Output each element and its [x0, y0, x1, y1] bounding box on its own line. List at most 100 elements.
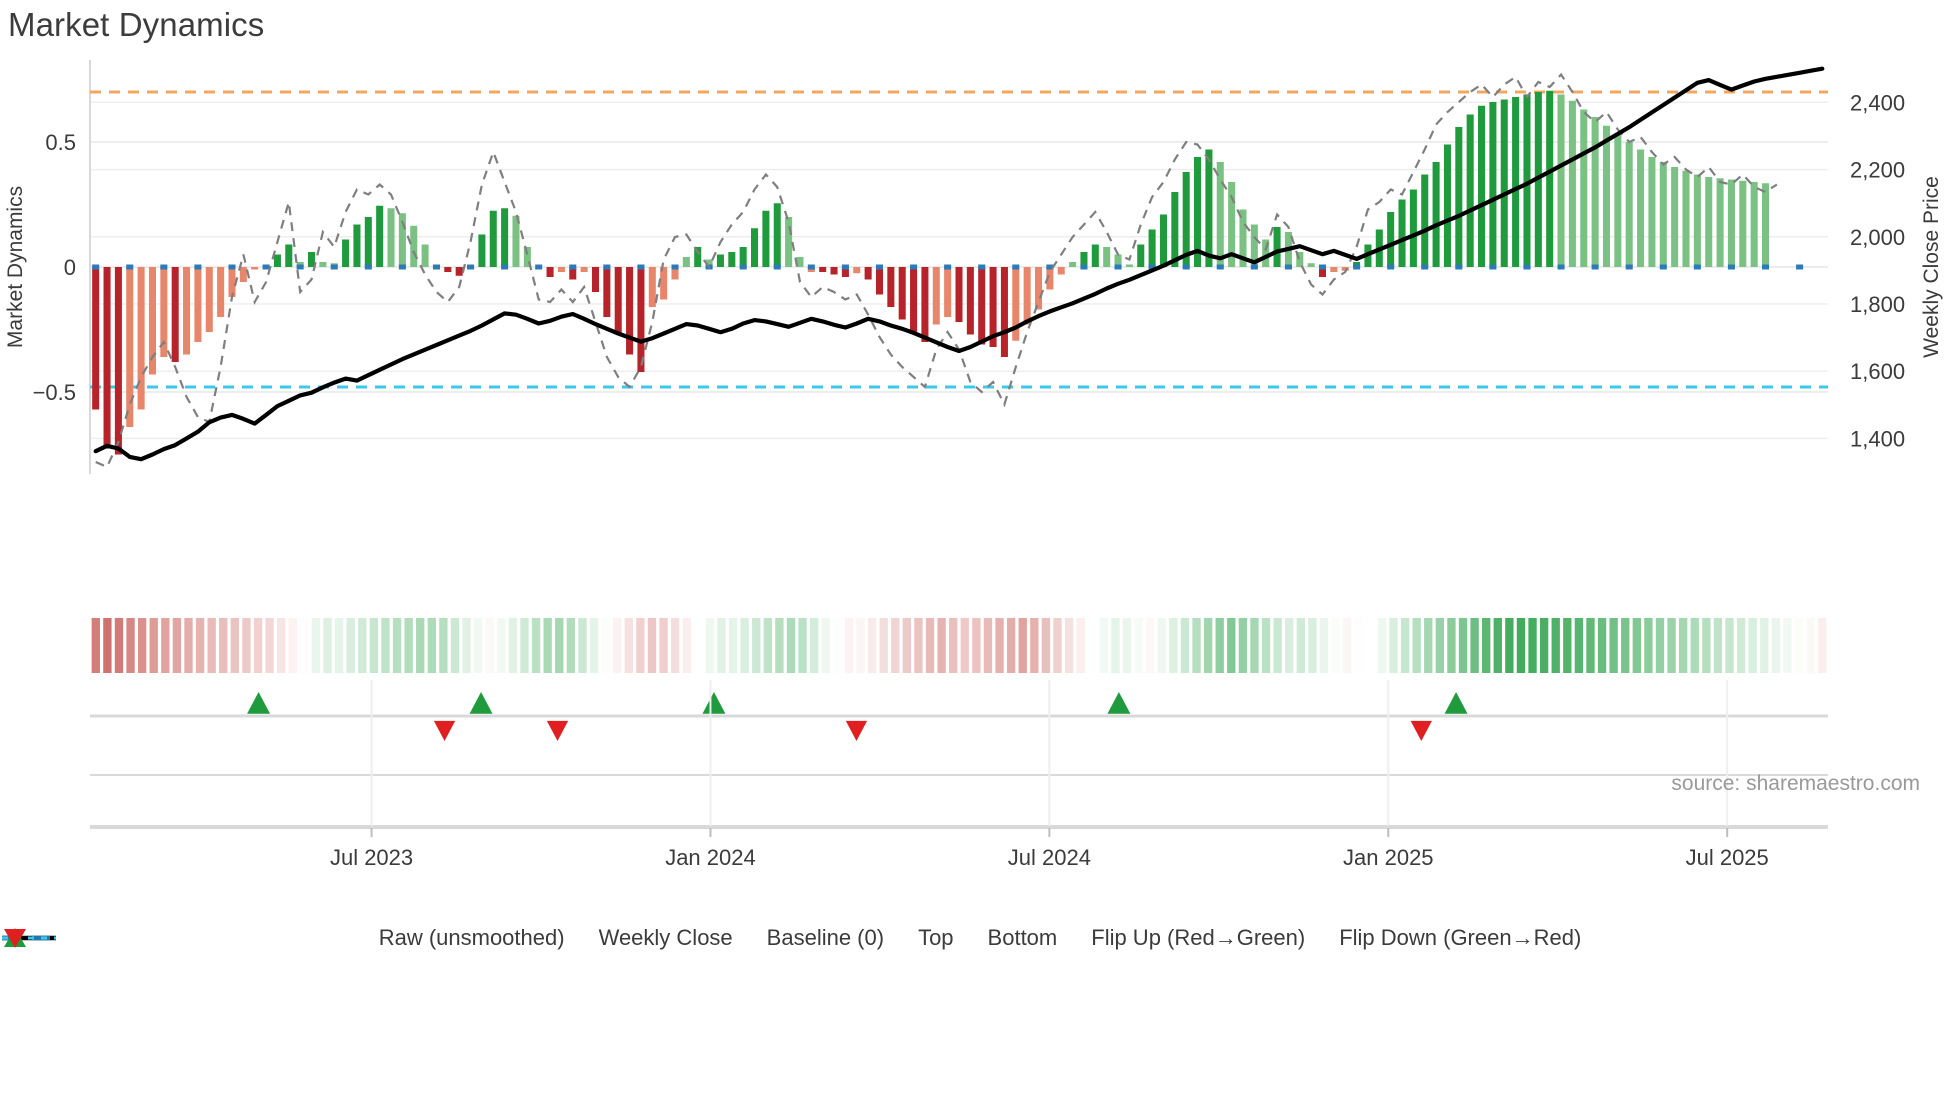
heatmap-cell	[1157, 618, 1166, 673]
market-dynamics-bar	[910, 267, 918, 332]
bar-series	[92, 90, 1770, 455]
market-dynamics-bar	[1387, 212, 1395, 267]
market-dynamics-bar	[796, 257, 804, 267]
heatmap-cell	[1296, 618, 1305, 673]
heatmap-cell	[473, 618, 483, 673]
legend-flip-up[interactable]: Flip Up (Red→Green)	[4, 925, 1322, 951]
heatmap-cell	[1180, 618, 1190, 673]
market-dynamics-bar	[217, 267, 225, 317]
heatmap-cell	[392, 618, 402, 673]
market-dynamics-bar	[853, 267, 861, 274]
heatmap-cell	[1551, 618, 1560, 673]
heatmap-cell	[879, 618, 888, 673]
heatmap-cell	[520, 618, 529, 673]
market-dynamics-bar	[501, 208, 509, 267]
heatmap-cell	[1447, 618, 1456, 673]
market-dynamics-bar	[1455, 127, 1463, 267]
market-dynamics-bar	[1239, 209, 1247, 267]
market-dynamics-bar	[580, 267, 588, 272]
market-dynamics-bar	[955, 267, 963, 322]
heatmap-cell	[1111, 618, 1120, 673]
legend-weekly-close[interactable]: Weekly Close	[2, 925, 750, 951]
left-axis-title: Market Dynamics	[4, 186, 27, 348]
heatmap-cell	[137, 618, 147, 673]
market-dynamics-bar	[171, 267, 179, 362]
heatmap-cell	[1030, 618, 1039, 673]
legend-flip-down[interactable]: Flip Down (Green→Red)	[4, 925, 1598, 951]
heatmap-cell	[1528, 618, 1537, 673]
market-dynamics-bar	[364, 217, 372, 267]
market-dynamics-bar	[228, 267, 236, 297]
legend-baseline[interactable]: Baseline (0)	[2, 925, 901, 951]
market-dynamics-bar	[1318, 267, 1327, 277]
heatmap-cell	[1505, 618, 1514, 673]
heatmap-cell	[149, 618, 158, 673]
source-attribution: source: sharemaestro.com	[1671, 772, 1920, 795]
heatmap-cell	[613, 618, 622, 673]
heatmap-cell	[705, 618, 715, 673]
heatmap-cell	[821, 618, 830, 673]
heatmap-cell	[914, 618, 923, 673]
market-dynamics-bar	[1194, 157, 1202, 267]
right-axis-tick: 1,800	[1850, 292, 1905, 317]
market-dynamics-bar	[183, 267, 191, 355]
heatmap-cell	[983, 618, 993, 673]
heatmap-cell	[114, 618, 124, 673]
legend-triangle-down-swatch	[4, 929, 26, 948]
market-dynamics-bar	[148, 267, 156, 375]
heatmap-cell	[1713, 618, 1723, 673]
heatmap-cell	[1760, 618, 1769, 673]
heatmap-cell	[1331, 618, 1340, 673]
heatmap-cell	[1482, 618, 1491, 673]
heatmap-cell	[578, 618, 587, 673]
flip-up-marker	[1107, 692, 1131, 714]
market-dynamics-bar	[1228, 182, 1236, 267]
heatmap-cell	[1424, 618, 1433, 673]
chart-legend: Raw (unsmoothed) Weekly Close Baseline (0)…	[0, 925, 1960, 951]
market-dynamics-bar	[875, 267, 884, 295]
right-axis-tick: 2,200	[1850, 158, 1905, 183]
market-dynamics-bar	[546, 267, 554, 277]
heatmap-cell	[103, 618, 112, 673]
heatmap-cell	[253, 618, 263, 673]
market-dynamics-bar	[637, 267, 645, 372]
heatmap-cell	[1273, 618, 1282, 673]
left-axis-tick: 0.5	[45, 130, 76, 155]
legend-item-label: Baseline (0)	[766, 925, 885, 950]
legend-item-label: Raw (unsmoothed)	[378, 925, 565, 950]
heatmap-cell	[694, 618, 703, 673]
market-dynamics-bar	[1716, 178, 1724, 267]
heatmap-cell	[172, 618, 182, 673]
market-dynamics-bar	[387, 208, 395, 267]
legend-bottom[interactable]: Bottom	[2, 925, 1075, 951]
market-dynamics-bar	[205, 267, 213, 332]
market-dynamics-bar	[478, 234, 486, 267]
heatmap-cell	[1169, 618, 1178, 673]
market-dynamics-bar	[1580, 109, 1588, 267]
market-dynamics-bar	[626, 267, 634, 355]
market-dynamics-bar	[1421, 174, 1429, 267]
heatmap-cell	[937, 618, 946, 673]
weekly-close-line	[93, 66, 1825, 462]
heatmap-cell	[1621, 618, 1630, 673]
heatmap-cell	[195, 618, 205, 673]
heatmap-cell	[288, 618, 297, 673]
market-dynamics-bar	[614, 267, 622, 335]
market-dynamics-bar	[1637, 149, 1645, 267]
heatmap-cell	[1122, 618, 1132, 673]
market-dynamics-bar	[557, 267, 565, 272]
heatmap-cell	[1435, 618, 1445, 673]
heatmap-cell	[126, 618, 135, 673]
legend-top[interactable]: Top	[2, 925, 970, 951]
market-dynamics-bar	[1250, 224, 1258, 267]
legend-raw-unsmoothed[interactable]: Raw (unsmoothed)	[2, 925, 582, 951]
heatmap-cell	[1076, 618, 1085, 673]
market-dynamics-bar	[1478, 105, 1486, 267]
market-dynamics-bar	[1057, 267, 1065, 275]
heatmap-cell	[1366, 618, 1375, 673]
market-dynamics-bar	[1171, 192, 1179, 267]
market-dynamics-bar	[1591, 117, 1599, 267]
market-dynamics-bar	[1546, 90, 1554, 267]
market-dynamics-bar	[1705, 177, 1713, 267]
market-dynamics-bar	[1103, 247, 1111, 267]
